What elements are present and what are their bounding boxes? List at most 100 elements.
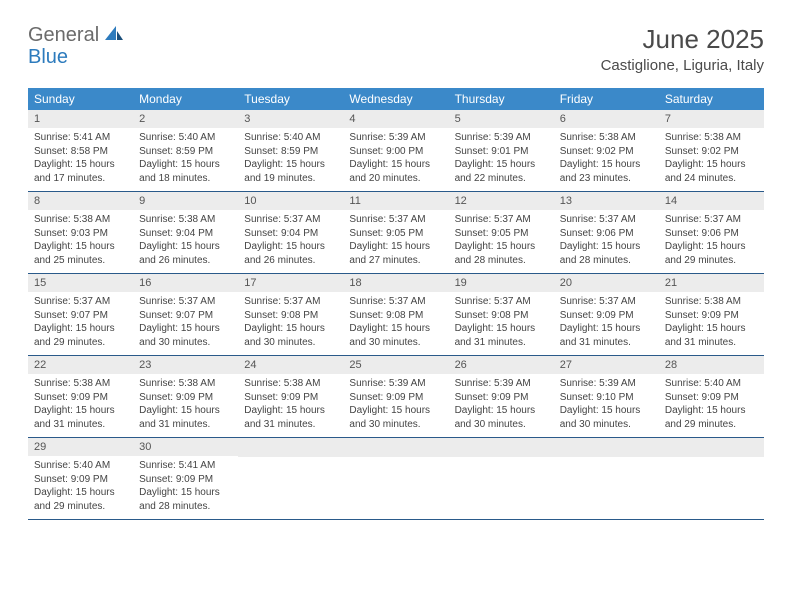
sunset-text: Sunset: 9:09 PM <box>349 391 442 405</box>
daylight-text: Daylight: 15 hours and 31 minutes. <box>244 404 337 431</box>
day-body: Sunrise: 5:37 AMSunset: 9:05 PMDaylight:… <box>449 210 554 273</box>
day-number: 27 <box>554 356 659 374</box>
empty-day-number <box>659 438 764 457</box>
day-cell: 27Sunrise: 5:39 AMSunset: 9:10 PMDayligh… <box>554 356 659 437</box>
sunset-text: Sunset: 9:05 PM <box>349 227 442 241</box>
day-number: 21 <box>659 274 764 292</box>
day-body: Sunrise: 5:39 AMSunset: 9:10 PMDaylight:… <box>554 374 659 437</box>
day-body: Sunrise: 5:39 AMSunset: 9:00 PMDaylight:… <box>343 128 448 191</box>
day-body: Sunrise: 5:38 AMSunset: 9:09 PMDaylight:… <box>238 374 343 437</box>
empty-day-number <box>449 438 554 457</box>
day-number: 14 <box>659 192 764 210</box>
empty-day-body <box>449 457 554 515</box>
day-body: Sunrise: 5:37 AMSunset: 9:04 PMDaylight:… <box>238 210 343 273</box>
daylight-text: Daylight: 15 hours and 18 minutes. <box>139 158 232 185</box>
week-row: 22Sunrise: 5:38 AMSunset: 9:09 PMDayligh… <box>28 356 764 438</box>
day-cell <box>449 438 554 519</box>
daylight-text: Daylight: 15 hours and 29 minutes. <box>34 486 127 513</box>
day-body: Sunrise: 5:37 AMSunset: 9:08 PMDaylight:… <box>343 292 448 355</box>
sunrise-text: Sunrise: 5:37 AM <box>244 213 337 227</box>
daylight-text: Daylight: 15 hours and 31 minutes. <box>665 322 758 349</box>
day-body: Sunrise: 5:37 AMSunset: 9:08 PMDaylight:… <box>238 292 343 355</box>
day-number: 5 <box>449 110 554 128</box>
day-cell: 19Sunrise: 5:37 AMSunset: 9:08 PMDayligh… <box>449 274 554 355</box>
weekday-header: Monday <box>133 88 238 110</box>
week-row: 29Sunrise: 5:40 AMSunset: 9:09 PMDayligh… <box>28 438 764 520</box>
sunset-text: Sunset: 9:09 PM <box>139 473 232 487</box>
day-body: Sunrise: 5:41 AMSunset: 8:58 PMDaylight:… <box>28 128 133 191</box>
day-cell <box>343 438 448 519</box>
day-number: 1 <box>28 110 133 128</box>
sunrise-text: Sunrise: 5:38 AM <box>34 377 127 391</box>
title-block: June 2025 Castiglione, Liguria, Italy <box>601 24 764 74</box>
day-number: 30 <box>133 438 238 456</box>
sunset-text: Sunset: 9:08 PM <box>455 309 548 323</box>
empty-day-body <box>343 457 448 515</box>
sunrise-text: Sunrise: 5:38 AM <box>139 377 232 391</box>
sunrise-text: Sunrise: 5:38 AM <box>560 131 653 145</box>
sunset-text: Sunset: 9:07 PM <box>139 309 232 323</box>
day-number: 26 <box>449 356 554 374</box>
sunrise-text: Sunrise: 5:40 AM <box>139 131 232 145</box>
sunset-text: Sunset: 9:09 PM <box>34 391 127 405</box>
daylight-text: Daylight: 15 hours and 29 minutes. <box>665 404 758 431</box>
daylight-text: Daylight: 15 hours and 23 minutes. <box>560 158 653 185</box>
sunset-text: Sunset: 9:00 PM <box>349 145 442 159</box>
sunrise-text: Sunrise: 5:40 AM <box>665 377 758 391</box>
logo: General <box>28 24 127 47</box>
day-body: Sunrise: 5:40 AMSunset: 8:59 PMDaylight:… <box>133 128 238 191</box>
day-number: 17 <box>238 274 343 292</box>
day-body: Sunrise: 5:37 AMSunset: 9:06 PMDaylight:… <box>554 210 659 273</box>
daylight-text: Daylight: 15 hours and 25 minutes. <box>34 240 127 267</box>
day-cell: 30Sunrise: 5:41 AMSunset: 9:09 PMDayligh… <box>133 438 238 519</box>
day-body: Sunrise: 5:37 AMSunset: 9:08 PMDaylight:… <box>449 292 554 355</box>
daylight-text: Daylight: 15 hours and 30 minutes. <box>455 404 548 431</box>
daylight-text: Daylight: 15 hours and 30 minutes. <box>349 404 442 431</box>
day-number: 20 <box>554 274 659 292</box>
daylight-text: Daylight: 15 hours and 29 minutes. <box>34 322 127 349</box>
sunset-text: Sunset: 8:58 PM <box>34 145 127 159</box>
sunrise-text: Sunrise: 5:37 AM <box>455 295 548 309</box>
daylight-text: Daylight: 15 hours and 28 minutes. <box>139 486 232 513</box>
day-number: 19 <box>449 274 554 292</box>
logo-sail-icon <box>103 24 125 47</box>
daylight-text: Daylight: 15 hours and 17 minutes. <box>34 158 127 185</box>
weekday-header: Sunday <box>28 88 133 110</box>
day-body: Sunrise: 5:39 AMSunset: 9:09 PMDaylight:… <box>449 374 554 437</box>
daylight-text: Daylight: 15 hours and 31 minutes. <box>560 322 653 349</box>
day-cell: 17Sunrise: 5:37 AMSunset: 9:08 PMDayligh… <box>238 274 343 355</box>
sunset-text: Sunset: 9:06 PM <box>560 227 653 241</box>
sunrise-text: Sunrise: 5:40 AM <box>244 131 337 145</box>
daylight-text: Daylight: 15 hours and 31 minutes. <box>455 322 548 349</box>
sunrise-text: Sunrise: 5:37 AM <box>560 213 653 227</box>
week-row: 1Sunrise: 5:41 AMSunset: 8:58 PMDaylight… <box>28 110 764 192</box>
day-number: 28 <box>659 356 764 374</box>
sunrise-text: Sunrise: 5:41 AM <box>139 459 232 473</box>
day-cell: 28Sunrise: 5:40 AMSunset: 9:09 PMDayligh… <box>659 356 764 437</box>
sunset-text: Sunset: 9:03 PM <box>34 227 127 241</box>
day-number: 7 <box>659 110 764 128</box>
day-cell: 22Sunrise: 5:38 AMSunset: 9:09 PMDayligh… <box>28 356 133 437</box>
weekday-header: Saturday <box>659 88 764 110</box>
sunrise-text: Sunrise: 5:39 AM <box>349 131 442 145</box>
day-number: 22 <box>28 356 133 374</box>
day-number: 18 <box>343 274 448 292</box>
sunset-text: Sunset: 9:02 PM <box>665 145 758 159</box>
sunrise-text: Sunrise: 5:37 AM <box>244 295 337 309</box>
day-body: Sunrise: 5:38 AMSunset: 9:03 PMDaylight:… <box>28 210 133 273</box>
day-body: Sunrise: 5:38 AMSunset: 9:02 PMDaylight:… <box>659 128 764 191</box>
day-body: Sunrise: 5:40 AMSunset: 9:09 PMDaylight:… <box>28 456 133 519</box>
day-number: 12 <box>449 192 554 210</box>
daylight-text: Daylight: 15 hours and 20 minutes. <box>349 158 442 185</box>
day-body: Sunrise: 5:40 AMSunset: 8:59 PMDaylight:… <box>238 128 343 191</box>
day-body: Sunrise: 5:37 AMSunset: 9:07 PMDaylight:… <box>28 292 133 355</box>
day-cell: 16Sunrise: 5:37 AMSunset: 9:07 PMDayligh… <box>133 274 238 355</box>
sunset-text: Sunset: 9:08 PM <box>349 309 442 323</box>
sunset-text: Sunset: 9:09 PM <box>34 473 127 487</box>
sunrise-text: Sunrise: 5:38 AM <box>34 213 127 227</box>
sunset-text: Sunset: 9:04 PM <box>139 227 232 241</box>
day-number: 16 <box>133 274 238 292</box>
day-body: Sunrise: 5:41 AMSunset: 9:09 PMDaylight:… <box>133 456 238 519</box>
day-cell: 11Sunrise: 5:37 AMSunset: 9:05 PMDayligh… <box>343 192 448 273</box>
sunrise-text: Sunrise: 5:38 AM <box>665 295 758 309</box>
